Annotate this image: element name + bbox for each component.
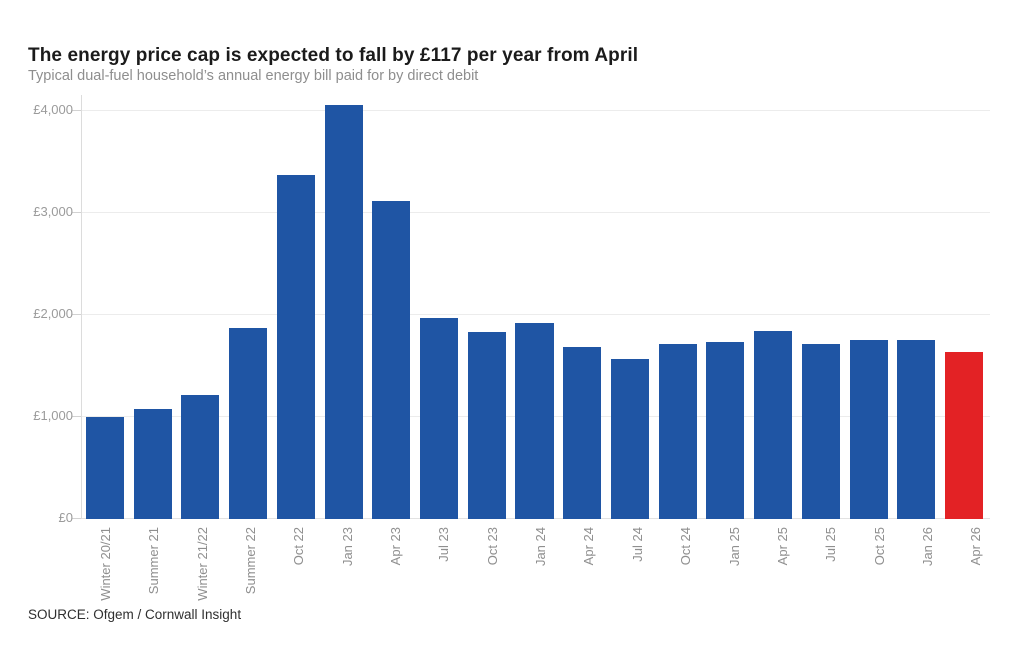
bar-apr-25 [754, 330, 793, 519]
bar-summer-21 [133, 408, 172, 519]
gridline-2000 [81, 314, 990, 315]
bar-jan-23 [324, 105, 363, 519]
x-label-cell: Apr 25 [763, 527, 802, 612]
x-axis-labels: Winter 20/21 Summer 21 Winter 21/22 Summer … [81, 527, 1002, 612]
bar-apr-26 [944, 351, 983, 519]
x-label-cell: Winter 21/22 [183, 527, 222, 612]
x-label-cell: Winter 20/21 [86, 527, 125, 612]
x-label-cell: Oct 24 [666, 527, 705, 612]
y-tick [72, 212, 81, 213]
y-tick-label: £0 [58, 510, 73, 525]
bar-winter-20-21 [86, 417, 125, 519]
bar-jul-24 [610, 359, 649, 519]
y-tick [72, 416, 81, 417]
x-tick-label: Apr 25 [774, 527, 790, 566]
x-tick-label: Oct 22 [291, 527, 307, 566]
x-label-cell: Jan 26 [908, 527, 947, 612]
x-tick-label: Apr 24 [581, 527, 597, 566]
bar-apr-23 [372, 201, 411, 519]
plot-area: £0 £1,000 £2,000 £3,000 £4,000 [33, 95, 990, 524]
x-tick-label: Winter 20/21 [97, 527, 113, 601]
x-label-cell: Oct 25 [860, 527, 899, 612]
x-label-cell: Summer 21 [134, 527, 173, 612]
x-tick-label: Summer 22 [242, 527, 258, 595]
x-tick-label: Jan 24 [533, 527, 549, 567]
x-tick-label: Oct 23 [484, 527, 500, 566]
gridline-3000 [81, 212, 990, 213]
x-label-cell: Jan 23 [328, 527, 367, 612]
bar-jan-25 [706, 341, 745, 519]
x-label-cell: Apr 23 [376, 527, 415, 612]
source-caption: SOURCE: Ofgem / Cornwall Insight [28, 607, 242, 622]
x-tick-label: Apr 26 [968, 527, 984, 566]
y-tick-label: £4,000 [33, 102, 73, 117]
x-label-cell: Summer 22 [231, 527, 270, 612]
chart-subtitle: Typical dual-fuel household’s annual ene… [28, 68, 479, 84]
y-axis-line [81, 95, 82, 519]
y-tick [72, 314, 81, 315]
bar-oct-23 [467, 332, 506, 519]
x-tick-label: Apr 23 [387, 527, 403, 566]
x-tick-label: Jul 24 [629, 527, 645, 562]
bar-jan-26 [897, 339, 936, 519]
x-tick-label: Jul 23 [436, 527, 452, 562]
gridline-4000 [81, 110, 990, 111]
x-label-cell: Oct 22 [279, 527, 318, 612]
bar-series [81, 95, 990, 519]
bar-jul-25 [801, 343, 840, 519]
x-label-cell: Apr 24 [570, 527, 609, 612]
x-tick-label: Jan 25 [726, 527, 742, 567]
bar-summer-22 [229, 328, 268, 519]
x-tick-label: Summer 21 [146, 527, 162, 595]
x-tick-label: Oct 24 [678, 527, 694, 566]
chart-title: The energy price cap is expected to fall… [28, 44, 639, 66]
x-tick-label: Jan 26 [919, 527, 935, 567]
y-tick [72, 110, 81, 111]
bar-winter-21-22 [181, 395, 220, 519]
x-tick-label: Jul 25 [823, 527, 839, 562]
x-label-cell: Apr 26 [956, 527, 995, 612]
y-tick-label: £1,000 [33, 408, 73, 423]
bar-oct-24 [658, 344, 697, 519]
y-tick [72, 518, 81, 519]
x-label-cell: Jul 24 [618, 527, 657, 612]
x-label-cell: Jul 23 [425, 527, 464, 612]
bar-apr-24 [563, 346, 602, 519]
y-tick-label: £3,000 [33, 204, 73, 219]
bar-jul-23 [420, 317, 459, 519]
x-label-cell: Oct 23 [473, 527, 512, 612]
x-tick-label: Jan 23 [339, 527, 355, 567]
bar-oct-22 [276, 175, 315, 519]
x-label-cell: Jan 24 [521, 527, 560, 612]
x-label-cell: Jul 25 [811, 527, 850, 612]
x-tick-label: Oct 25 [871, 527, 887, 566]
x-label-cell: Jan 25 [715, 527, 754, 612]
x-tick-label: Winter 21/22 [194, 527, 210, 601]
bar-jan-24 [515, 322, 554, 519]
bar-oct-25 [849, 340, 888, 519]
y-tick-label: £2,000 [33, 306, 73, 321]
